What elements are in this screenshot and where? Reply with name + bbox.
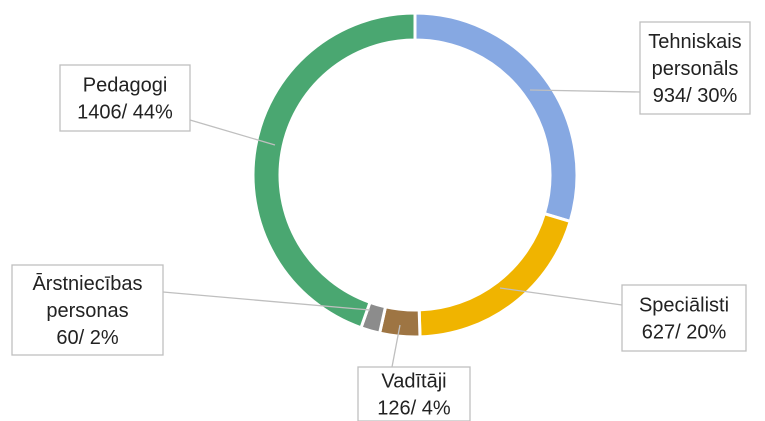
leader-line bbox=[391, 324, 401, 368]
donut-segment bbox=[413, 11, 579, 224]
value-label: 934/ 30% bbox=[653, 85, 738, 107]
label-box bbox=[639, 21, 751, 115]
category-label: Ārstniecības personas bbox=[32, 272, 142, 322]
category-label: Speciālisti bbox=[639, 295, 729, 317]
label-box bbox=[11, 264, 164, 356]
leader-line bbox=[529, 89, 641, 93]
label-box bbox=[621, 284, 747, 352]
leader-line bbox=[189, 119, 276, 146]
value-label: 60/ 2% bbox=[56, 327, 118, 349]
leader-line bbox=[162, 291, 371, 311]
category-label-line: Ārstniecības bbox=[32, 272, 142, 295]
category-label: Pedagogi bbox=[83, 75, 168, 97]
category-label-line: personāls bbox=[652, 58, 739, 80]
category-label-line: Pedagogi bbox=[83, 75, 168, 97]
leader-line bbox=[499, 287, 623, 306]
value-label: 126/ 4% bbox=[377, 398, 451, 420]
category-label-line: Tehniskais bbox=[648, 31, 741, 53]
category-label-line: Vadītāji bbox=[381, 371, 446, 393]
category-label: Vadītāji bbox=[381, 371, 446, 393]
label-box bbox=[357, 366, 471, 421]
value-label: 1406/ 44% bbox=[77, 102, 173, 124]
value-label: 627/ 20% bbox=[642, 322, 727, 344]
category-label-line: personas bbox=[46, 300, 128, 322]
category-label: Tehniskais personāls bbox=[648, 31, 741, 80]
label-box bbox=[59, 64, 191, 132]
donut-segment bbox=[417, 211, 573, 339]
category-label-line: Speciālisti bbox=[639, 295, 729, 317]
donut-segment bbox=[251, 11, 417, 330]
